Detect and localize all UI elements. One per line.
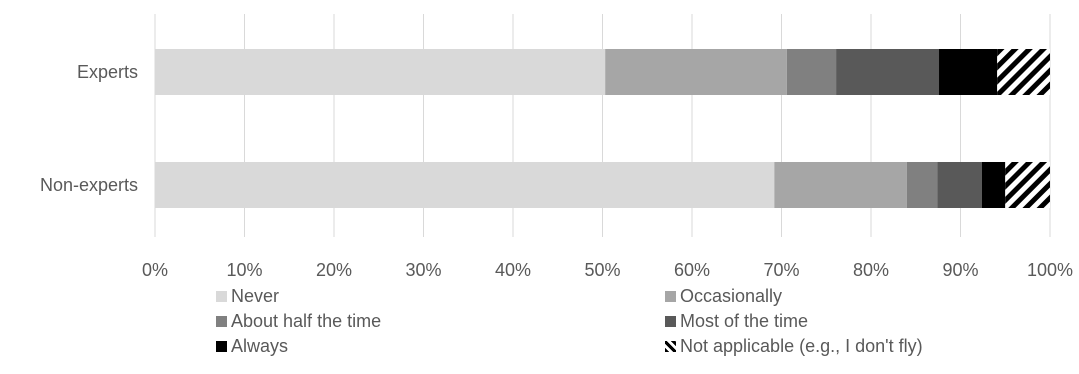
x-tick-label: 100% — [1027, 260, 1073, 280]
legend-label: Most of the time — [680, 311, 809, 331]
legend-item-never: Never — [216, 286, 279, 307]
bar-non-experts-always — [981, 162, 1006, 208]
legend-swatch — [216, 341, 227, 352]
legend-item-occasionally: Occasionally — [665, 286, 782, 307]
category-label-experts: Experts — [77, 62, 138, 82]
legend-label: About half the time — [231, 311, 382, 331]
bar-experts-not-applicable-e-g-i-don-t-fly — [997, 49, 1050, 95]
x-tick-label: 30% — [405, 260, 441, 280]
legend-swatch — [665, 291, 676, 302]
legend-swatch — [216, 291, 227, 302]
legend-label: Not applicable (e.g., I don't fly) — [680, 336, 923, 356]
x-tick-label: 10% — [226, 260, 262, 280]
x-tick-label: 60% — [674, 260, 710, 280]
bar-non-experts-about-half-the-time — [906, 162, 938, 208]
category-labels: Experts Non-experts — [40, 62, 138, 195]
x-tick-label: 50% — [584, 260, 620, 280]
legend-swatch — [665, 341, 676, 352]
bar-experts-occasionally — [605, 49, 787, 95]
legend-swatch — [665, 316, 676, 327]
legend-label: Never — [231, 286, 280, 306]
x-tick-label: 0% — [142, 260, 168, 280]
legend-item-not-applicable-e-g-i-don-t-fly: Not applicable (e.g., I don't fly) — [665, 336, 923, 357]
bars — [155, 49, 1050, 208]
bar-experts-most-of-the-time — [836, 49, 940, 95]
x-tick-label: 40% — [495, 260, 531, 280]
legend-swatch — [216, 316, 227, 327]
bar-non-experts-never — [155, 162, 775, 208]
category-label-non-experts: Non-experts — [40, 175, 138, 195]
legend-item-about-half-the-time: About half the time — [216, 311, 381, 332]
legend-item-always: Always — [216, 336, 288, 357]
x-tick-label: 90% — [942, 260, 978, 280]
bar-non-experts-not-applicable-e-g-i-don-t-fly — [1005, 162, 1050, 208]
bar-experts-about-half-the-time — [786, 49, 837, 95]
x-tick-labels: 0% 10% 20% 30% 40% 50% 60% 70% 80% 90% 100% — [142, 260, 1073, 280]
bar-experts-always — [939, 49, 998, 95]
x-tick-label: 20% — [316, 260, 352, 280]
legend-label: Occasionally — [680, 286, 783, 306]
bar-experts-never — [155, 49, 606, 95]
legend-item-most-of-the-time: Most of the time — [665, 311, 808, 332]
legend-label: Always — [231, 336, 289, 356]
x-tick-label: 70% — [763, 260, 799, 280]
bar-non-experts-most-of-the-time — [937, 162, 982, 208]
bar-non-experts-occasionally — [774, 162, 907, 208]
x-tick-label: 80% — [853, 260, 889, 280]
